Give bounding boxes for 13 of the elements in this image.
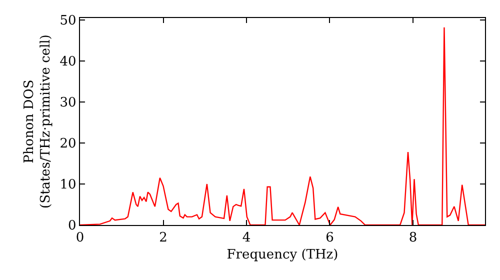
- y-tick-label: 40: [60, 54, 76, 70]
- y-tick-label: 10: [60, 178, 76, 193]
- x-tick-label: 4: [242, 230, 251, 246]
- y-tick-label: 30: [60, 96, 76, 111]
- y-tick-label: 20: [60, 136, 76, 152]
- y-axis-title: Phonon DOS (States/THz·primitive cell): [22, 34, 54, 209]
- x-tick-label: 8: [408, 230, 418, 246]
- y-tick-label: 0: [68, 218, 76, 234]
- x-tick-label: 2: [159, 230, 168, 246]
- x-tick-label: 6: [326, 230, 334, 246]
- line-series: [80, 26, 485, 225]
- y-tick-label: 50: [60, 14, 76, 29]
- x-axis-title: Frequency (THz): [226, 247, 338, 262]
